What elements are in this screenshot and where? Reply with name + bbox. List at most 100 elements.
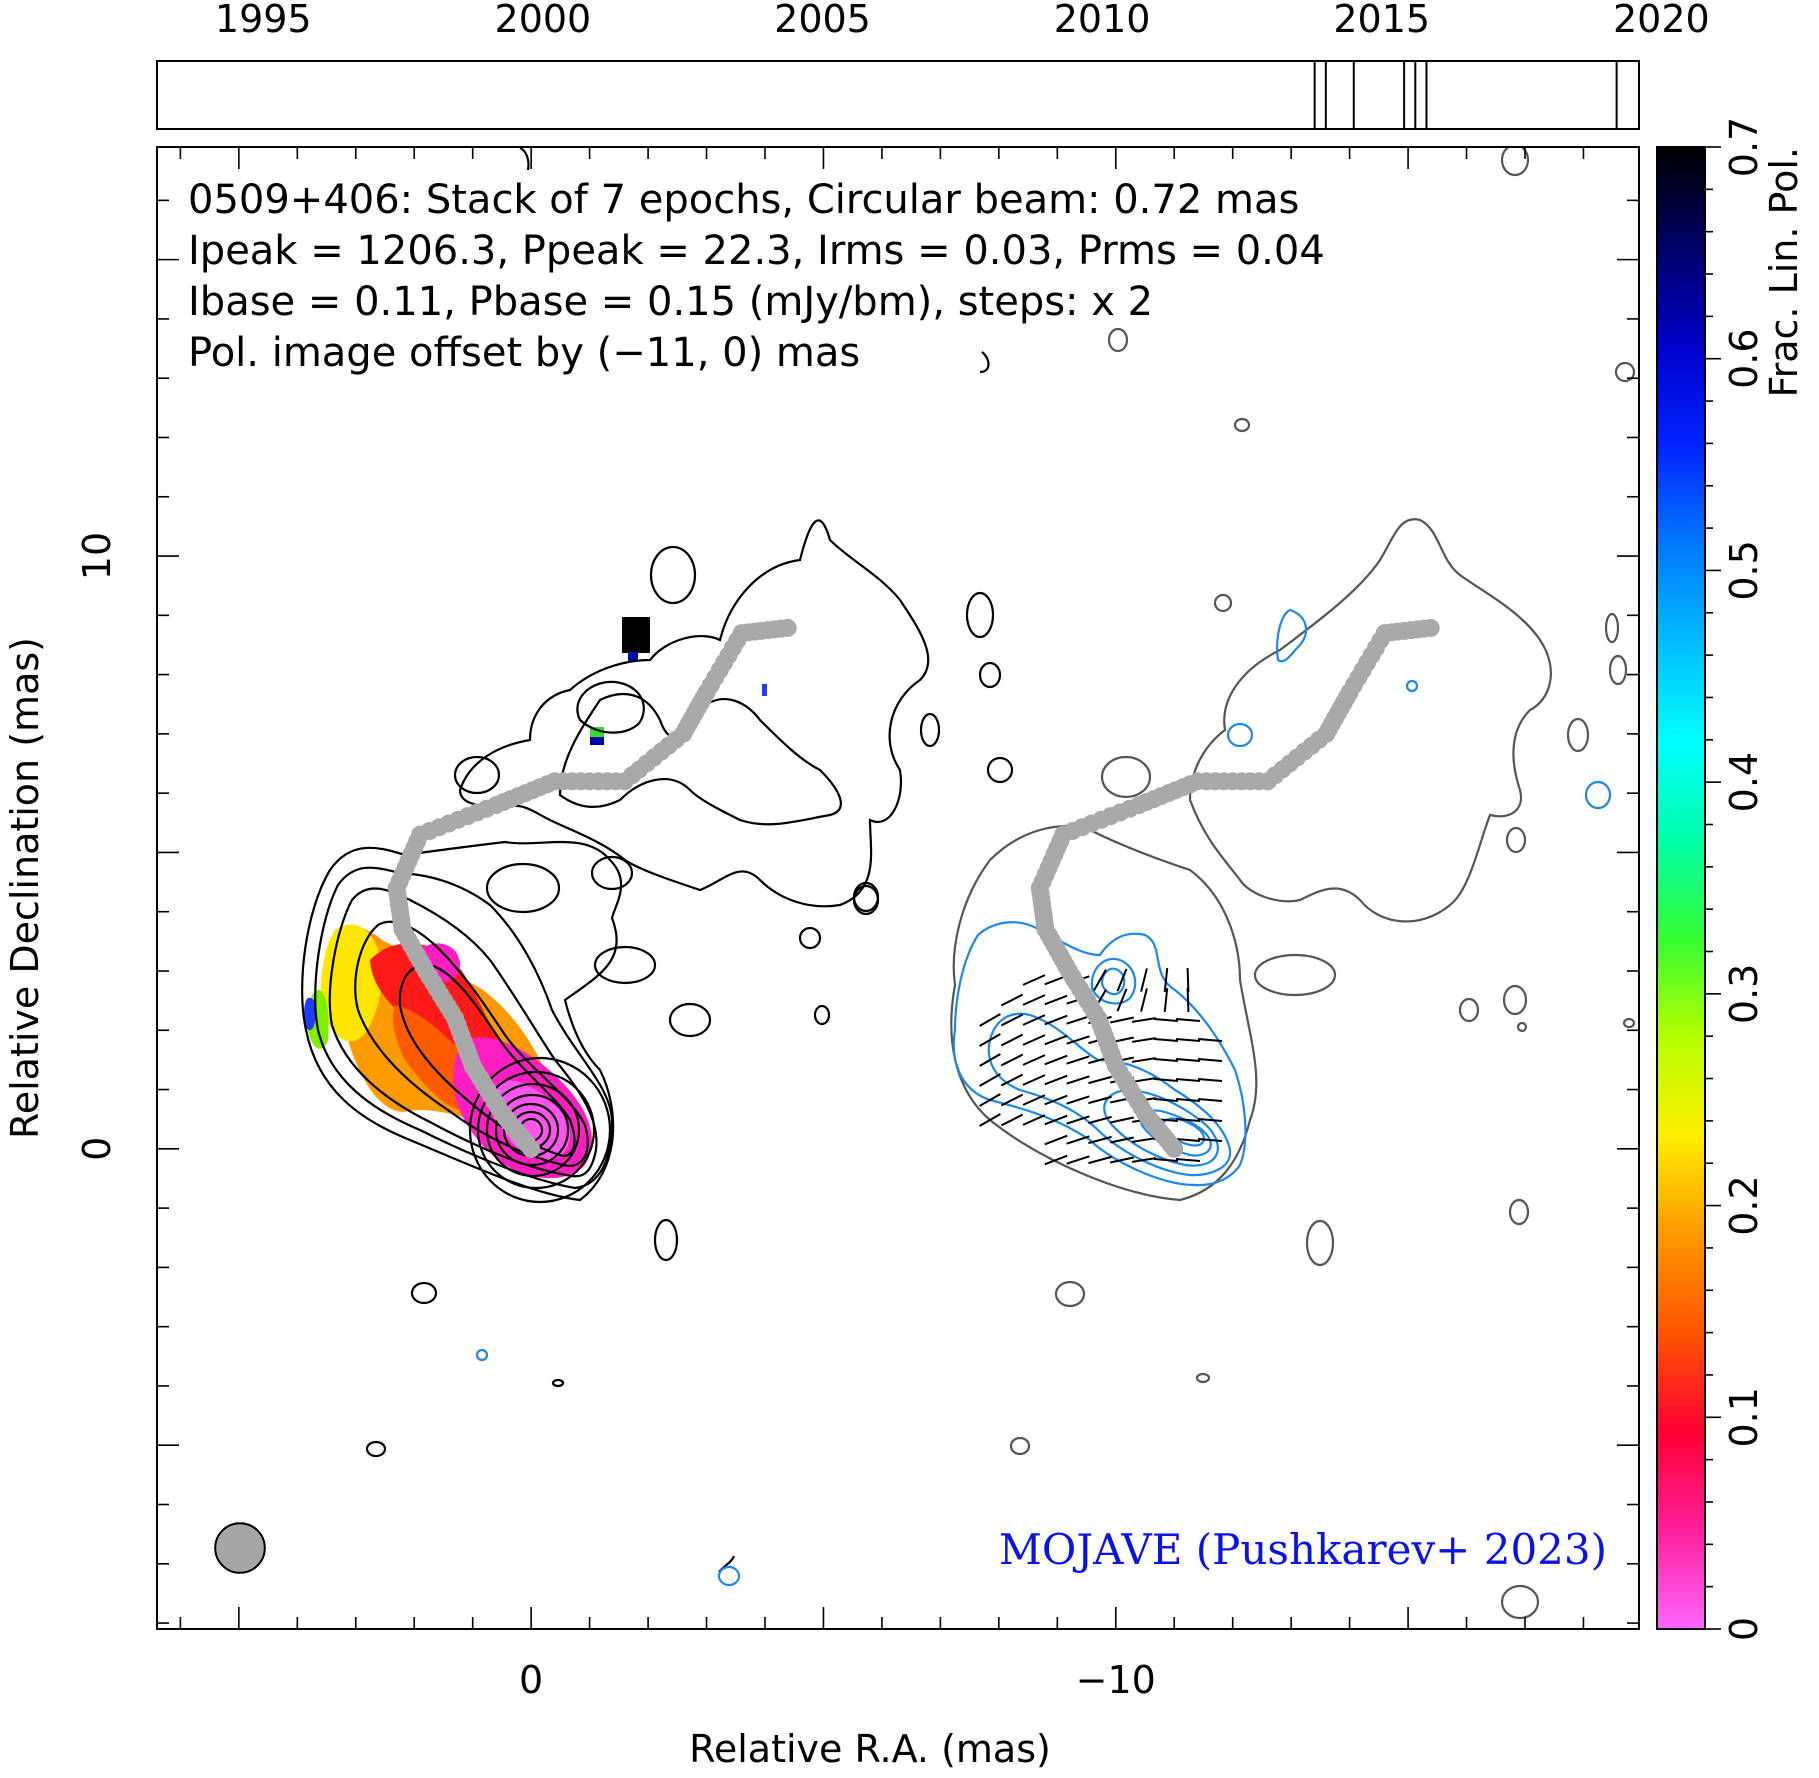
jet-ridge-lines [387, 618, 1440, 1158]
timeline-tick-label: 2010 [1054, 0, 1151, 41]
contour-island-offset-14 [1614, 361, 1636, 383]
pol-contour-knot [1090, 957, 1137, 1005]
plot-content [214, 147, 1636, 1620]
frac-pol-knot-blue-2 [762, 684, 767, 696]
evpa-tick [1175, 1097, 1201, 1103]
contour-island-1 [485, 862, 561, 914]
timeline-tick-label: 2020 [1613, 0, 1710, 41]
evpa-tick [1066, 1075, 1090, 1085]
evpa-tick [1175, 1137, 1201, 1143]
contour-extended-offset [1188, 518, 1552, 923]
evpa-tick [1186, 987, 1190, 1013]
contour-island-offset-17 [1622, 1017, 1636, 1029]
evpa-tick [1066, 1035, 1090, 1045]
contour-core-1 [468, 1056, 612, 1204]
contour-island-offset-7 [1233, 417, 1251, 433]
credit-text: MOJAVE (Pushkarev+ 2023) [999, 1525, 1607, 1574]
evpa-tick [1000, 993, 1024, 1007]
colorbar: 0 0.1 0.2 0.3 0.4 0.5 0.6 0.7 Frac. Lin. Pol. [1656, 117, 1806, 1641]
evpa-tick [1153, 1037, 1179, 1043]
evpa-tick [1066, 1135, 1090, 1145]
y-tick-label: 10 [75, 532, 119, 580]
timeline-epochs [1313, 61, 1618, 129]
evpa-tick [1088, 1075, 1112, 1085]
evpa-tick [1022, 994, 1046, 1006]
contour-island-offset-15 [1500, 147, 1530, 177]
evpa-tick [1175, 1057, 1201, 1063]
colorbar-gradient [1657, 147, 1705, 1629]
evpa-tick [1000, 1073, 1024, 1087]
evpa-tick [1110, 1136, 1134, 1144]
evpa-tick [1131, 1057, 1157, 1063]
contour-island-7 [653, 1218, 679, 1262]
evpa-tick [1000, 1033, 1024, 1047]
evpa-tick [1131, 1137, 1157, 1143]
contour-extended-inner [558, 692, 842, 826]
restoring-beam [214, 1522, 266, 1574]
contour-island-16 [986, 756, 1014, 784]
stokes-i-contours [301, 147, 1014, 1573]
pol-contour-outer [952, 921, 1247, 1187]
timeline-tick-label: 2015 [1333, 0, 1430, 41]
evpa-tick [1093, 969, 1107, 991]
contour-island-offset-5 [1009, 1436, 1031, 1456]
contour-jet-2 [314, 866, 614, 1190]
evpa-tick [1088, 1115, 1112, 1125]
evpa-tick [1153, 1017, 1179, 1023]
ridge-point [1421, 618, 1440, 637]
colorbar-label: Frac. Lin. Pol. [1762, 147, 1806, 397]
contour-island-4 [649, 545, 697, 605]
contour-island-12 [798, 926, 822, 950]
evpa-tick [1044, 1134, 1068, 1146]
evpa-tick [979, 1093, 1001, 1107]
evpa-tick [1175, 1037, 1201, 1043]
contour-island-offset-20 [1608, 654, 1628, 686]
y-tick-label: 0 [75, 1137, 119, 1161]
colorbar-ticks [1705, 146, 1721, 1630]
evpa-tick [1197, 1057, 1223, 1063]
colorbar-tick-label: 0.3 [1722, 964, 1766, 1024]
evpa-tick [1131, 1037, 1157, 1043]
evpa-tick [979, 1033, 1001, 1047]
evpa-ticks [979, 967, 1223, 1166]
evpa-tick [1197, 1137, 1223, 1143]
evpa-tick [1116, 988, 1128, 1012]
contour-island-offset-8 [1107, 327, 1129, 353]
colorbar-tick-label: 0.6 [1722, 328, 1766, 388]
colorbar-tick-label: 0.1 [1722, 1387, 1766, 1447]
timeline-tick-labels: 1995 2000 2005 2010 2015 2020 [215, 0, 1710, 41]
evpa-tick [1044, 1074, 1068, 1086]
x-tick-label: 0 [519, 1658, 543, 1702]
evpa-tick [979, 1013, 1001, 1027]
frac-pol-knot-blue-1 [628, 652, 638, 662]
evpa-tick [1175, 1117, 1201, 1123]
contour-island-18 [551, 1378, 565, 1388]
evpa-tick [1022, 1074, 1046, 1086]
evpa-tick [1000, 1093, 1024, 1107]
contour-core-3 [485, 1082, 581, 1178]
pol-contour-upper [1276, 608, 1308, 663]
evpa-tick [1044, 1014, 1068, 1026]
contour-fragment-1 [519, 147, 530, 171]
evpa-tick [1110, 1156, 1134, 1164]
evpa-tick [1175, 1017, 1201, 1023]
contour-island-9 [365, 1440, 387, 1458]
evpa-tick [1022, 974, 1046, 986]
evpa-tick [1140, 988, 1148, 1012]
contour-island-10 [813, 1004, 831, 1026]
evpa-tick [1116, 968, 1128, 992]
evpa-tick [1044, 1154, 1068, 1166]
evpa-tick [1066, 1115, 1090, 1125]
evpa-tick [1066, 1155, 1090, 1165]
contour-extended-knot [576, 680, 645, 734]
stokes-i-contours-offset [950, 147, 1636, 1620]
evpa-tick [1066, 1055, 1090, 1065]
contour-island-2 [590, 855, 634, 891]
contour-core-2 [476, 1070, 596, 1190]
pol-contour-3 [1103, 1088, 1219, 1167]
evpa-tick [1022, 1094, 1046, 1106]
main-plot: 0 −10 10 0 Relative R.A. (mas) Relative De… [3, 146, 1640, 1771]
evpa-tick [1044, 1114, 1068, 1126]
evpa-tick [1131, 1157, 1157, 1163]
